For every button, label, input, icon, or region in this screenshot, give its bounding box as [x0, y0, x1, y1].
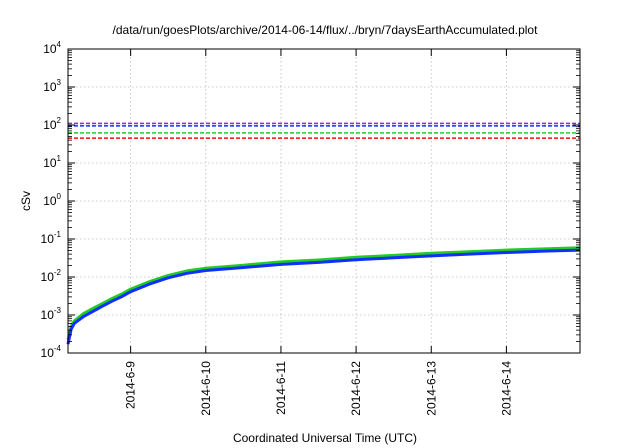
- series-line: [66, 248, 581, 345]
- y-axis-label: cSv: [19, 191, 33, 211]
- y-ticks: 10-4 10-3 10-2 10-1 100 101 102 103 104: [41, 40, 580, 360]
- grid: [68, 49, 580, 353]
- x-tick-label: 2014-6-14: [499, 361, 513, 416]
- y-tick-label: 101: [43, 154, 61, 170]
- y-tick-label: 10-1: [41, 230, 62, 246]
- x-tick-label: 2014-6-12: [349, 361, 363, 416]
- y-tick-label: 10-3: [41, 306, 62, 322]
- threshold-lines: [68, 122, 580, 139]
- x-tick-label: 2014-6-11: [274, 361, 288, 415]
- series-lines: [66, 246, 581, 345]
- y-tick-label: 10-2: [41, 268, 62, 284]
- x-ticks: 2014-6-9 2014-6-10 2014-6-11 2014-6-12 2014-…: [124, 49, 513, 416]
- x-tick-label: 2014-6-13: [424, 361, 438, 416]
- y-tick-label: 103: [43, 78, 61, 94]
- chart-title: /data/run/goesPlots/archive/2014-06-14/f…: [113, 23, 539, 37]
- x-tick-label: 2014-6-10: [199, 361, 213, 416]
- y-tick-label: 104: [43, 40, 61, 56]
- series-line: [66, 246, 581, 341]
- x-tick-label: 2014-6-9: [124, 361, 138, 409]
- y-tick-label: 10-4: [41, 344, 62, 360]
- y-tick-label: 102: [43, 116, 61, 132]
- x-axis-label: Coordinated Universal Time (UTC): [233, 431, 417, 445]
- y-tick-label: 100: [43, 192, 61, 208]
